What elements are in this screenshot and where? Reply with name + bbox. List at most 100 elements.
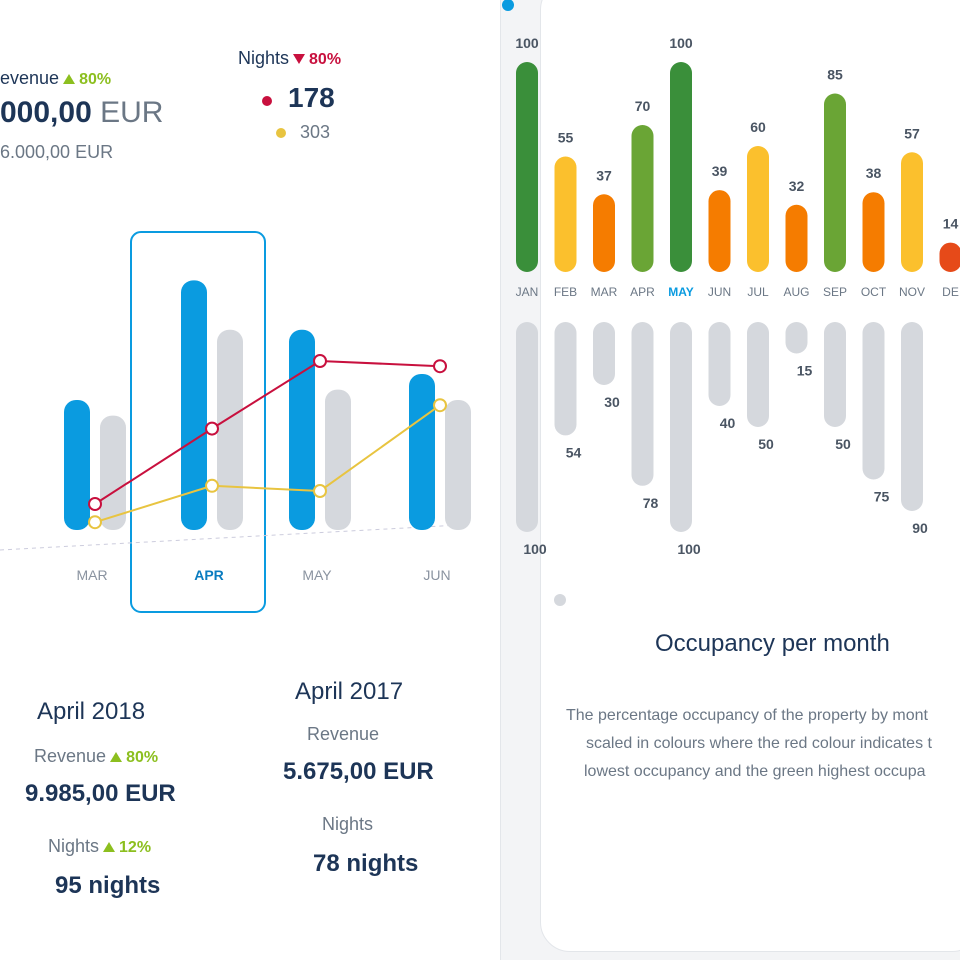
x-tick-label: JUN [708, 285, 731, 299]
value-label: 50 [758, 436, 774, 452]
bar [593, 194, 615, 272]
summary-revenue-label: Revenue [307, 724, 380, 744]
change: 80% [126, 749, 159, 766]
value-label: 39 [712, 163, 728, 179]
x-tick-label: MAY [668, 285, 694, 299]
revenue-previous: 6.000,00 EUR [0, 142, 114, 162]
summary-nights-value: 95 nights [55, 872, 161, 899]
down-icon [293, 54, 306, 64]
bar [670, 62, 692, 272]
bar [217, 329, 243, 530]
line: lowest occupancy and the green highest o… [584, 763, 926, 780]
label: Revenue [34, 746, 107, 766]
change: 80% [309, 51, 342, 68]
point [433, 359, 447, 374]
summary-revenue-value: 9.985,00 EUR [25, 780, 176, 807]
nights-previous: 303 [300, 122, 331, 142]
point [88, 497, 102, 511]
bar [409, 374, 435, 530]
bar [289, 329, 315, 530]
line [94, 404, 441, 524]
change: 12% [119, 839, 152, 856]
bar [939, 242, 960, 272]
value-label: 30 [604, 394, 620, 410]
bar [516, 322, 538, 532]
summary-nights-value: 78 nights [313, 850, 419, 877]
selection-box [130, 231, 266, 613]
summary-nights: Nights 12% [48, 836, 151, 857]
point [88, 515, 102, 530]
value-label: 75 [874, 489, 890, 505]
x-tick-label: AUG [783, 285, 809, 299]
x-tick-label: JUN [423, 567, 450, 583]
bar [554, 156, 577, 272]
bar [554, 322, 577, 436]
label: Nights [238, 48, 290, 68]
nights-prev-icon [276, 128, 286, 138]
bar [708, 322, 731, 406]
value-label: 15 [797, 363, 813, 379]
x-tick-label: JAN [516, 285, 539, 299]
summary-nights-label: Nights [322, 814, 374, 834]
bar [862, 192, 885, 272]
value-label: 14 [943, 216, 959, 232]
label: evenue [0, 68, 60, 88]
revenue-header: evenue 80% [0, 68, 111, 89]
value-label: 37 [596, 167, 612, 183]
line: The percentage occupancy of the property… [566, 707, 928, 724]
revenue-value: 000,00 [0, 96, 92, 129]
nights-current: 178 [288, 82, 335, 113]
value-label: 54 [566, 444, 582, 460]
occupancy-description: The percentage occupancy of the property… [566, 702, 932, 786]
x-tick-label: MAR [76, 567, 107, 583]
x-tick-label: DE [942, 285, 959, 299]
value-label: 38 [866, 165, 882, 181]
value-label: 57 [904, 125, 920, 141]
value-label: 60 [750, 119, 766, 135]
line [94, 359, 441, 505]
bar [64, 400, 90, 530]
bar [785, 204, 808, 272]
change: 80% [79, 71, 112, 88]
bar [785, 322, 808, 354]
nights-header: Nights 80% [238, 48, 341, 69]
point [205, 421, 219, 436]
bar [181, 280, 207, 530]
bar [824, 322, 846, 427]
bar [445, 400, 471, 530]
x-tick-label: MAY [302, 567, 332, 583]
value-label: 40 [720, 415, 736, 431]
revenue-value-row: 000,00 EUR [0, 96, 163, 130]
bar [901, 152, 923, 272]
summary-revenue: Revenue 80% [34, 746, 158, 767]
bar [100, 415, 126, 530]
x-tick-label: APR [630, 285, 655, 299]
value-label: 32 [789, 178, 805, 194]
revenue-unit: EUR [100, 96, 164, 129]
value-label: 100 [523, 541, 547, 557]
x-tick-label: SEP [823, 285, 847, 299]
bar [631, 125, 654, 272]
bar [670, 322, 692, 532]
bar [708, 190, 731, 272]
value-label: 85 [827, 67, 843, 83]
bar [593, 322, 615, 385]
x-tick-label: FEB [554, 285, 577, 299]
value-label: 55 [558, 130, 574, 146]
dot [554, 594, 566, 606]
point [313, 354, 327, 368]
point [313, 484, 327, 498]
point [433, 398, 447, 413]
bar [862, 322, 885, 480]
summary-title: April 2018 [37, 698, 146, 725]
value-label: 100 [515, 35, 539, 51]
line: scaled in colours where the red colour i… [586, 735, 932, 752]
value-label: 90 [912, 520, 928, 536]
bar [747, 146, 769, 272]
value-label: 100 [669, 35, 693, 51]
bar [516, 62, 538, 272]
x-tick-label: JUL [747, 285, 769, 299]
summary-revenue-value: 5.675,00 EUR [283, 758, 434, 785]
